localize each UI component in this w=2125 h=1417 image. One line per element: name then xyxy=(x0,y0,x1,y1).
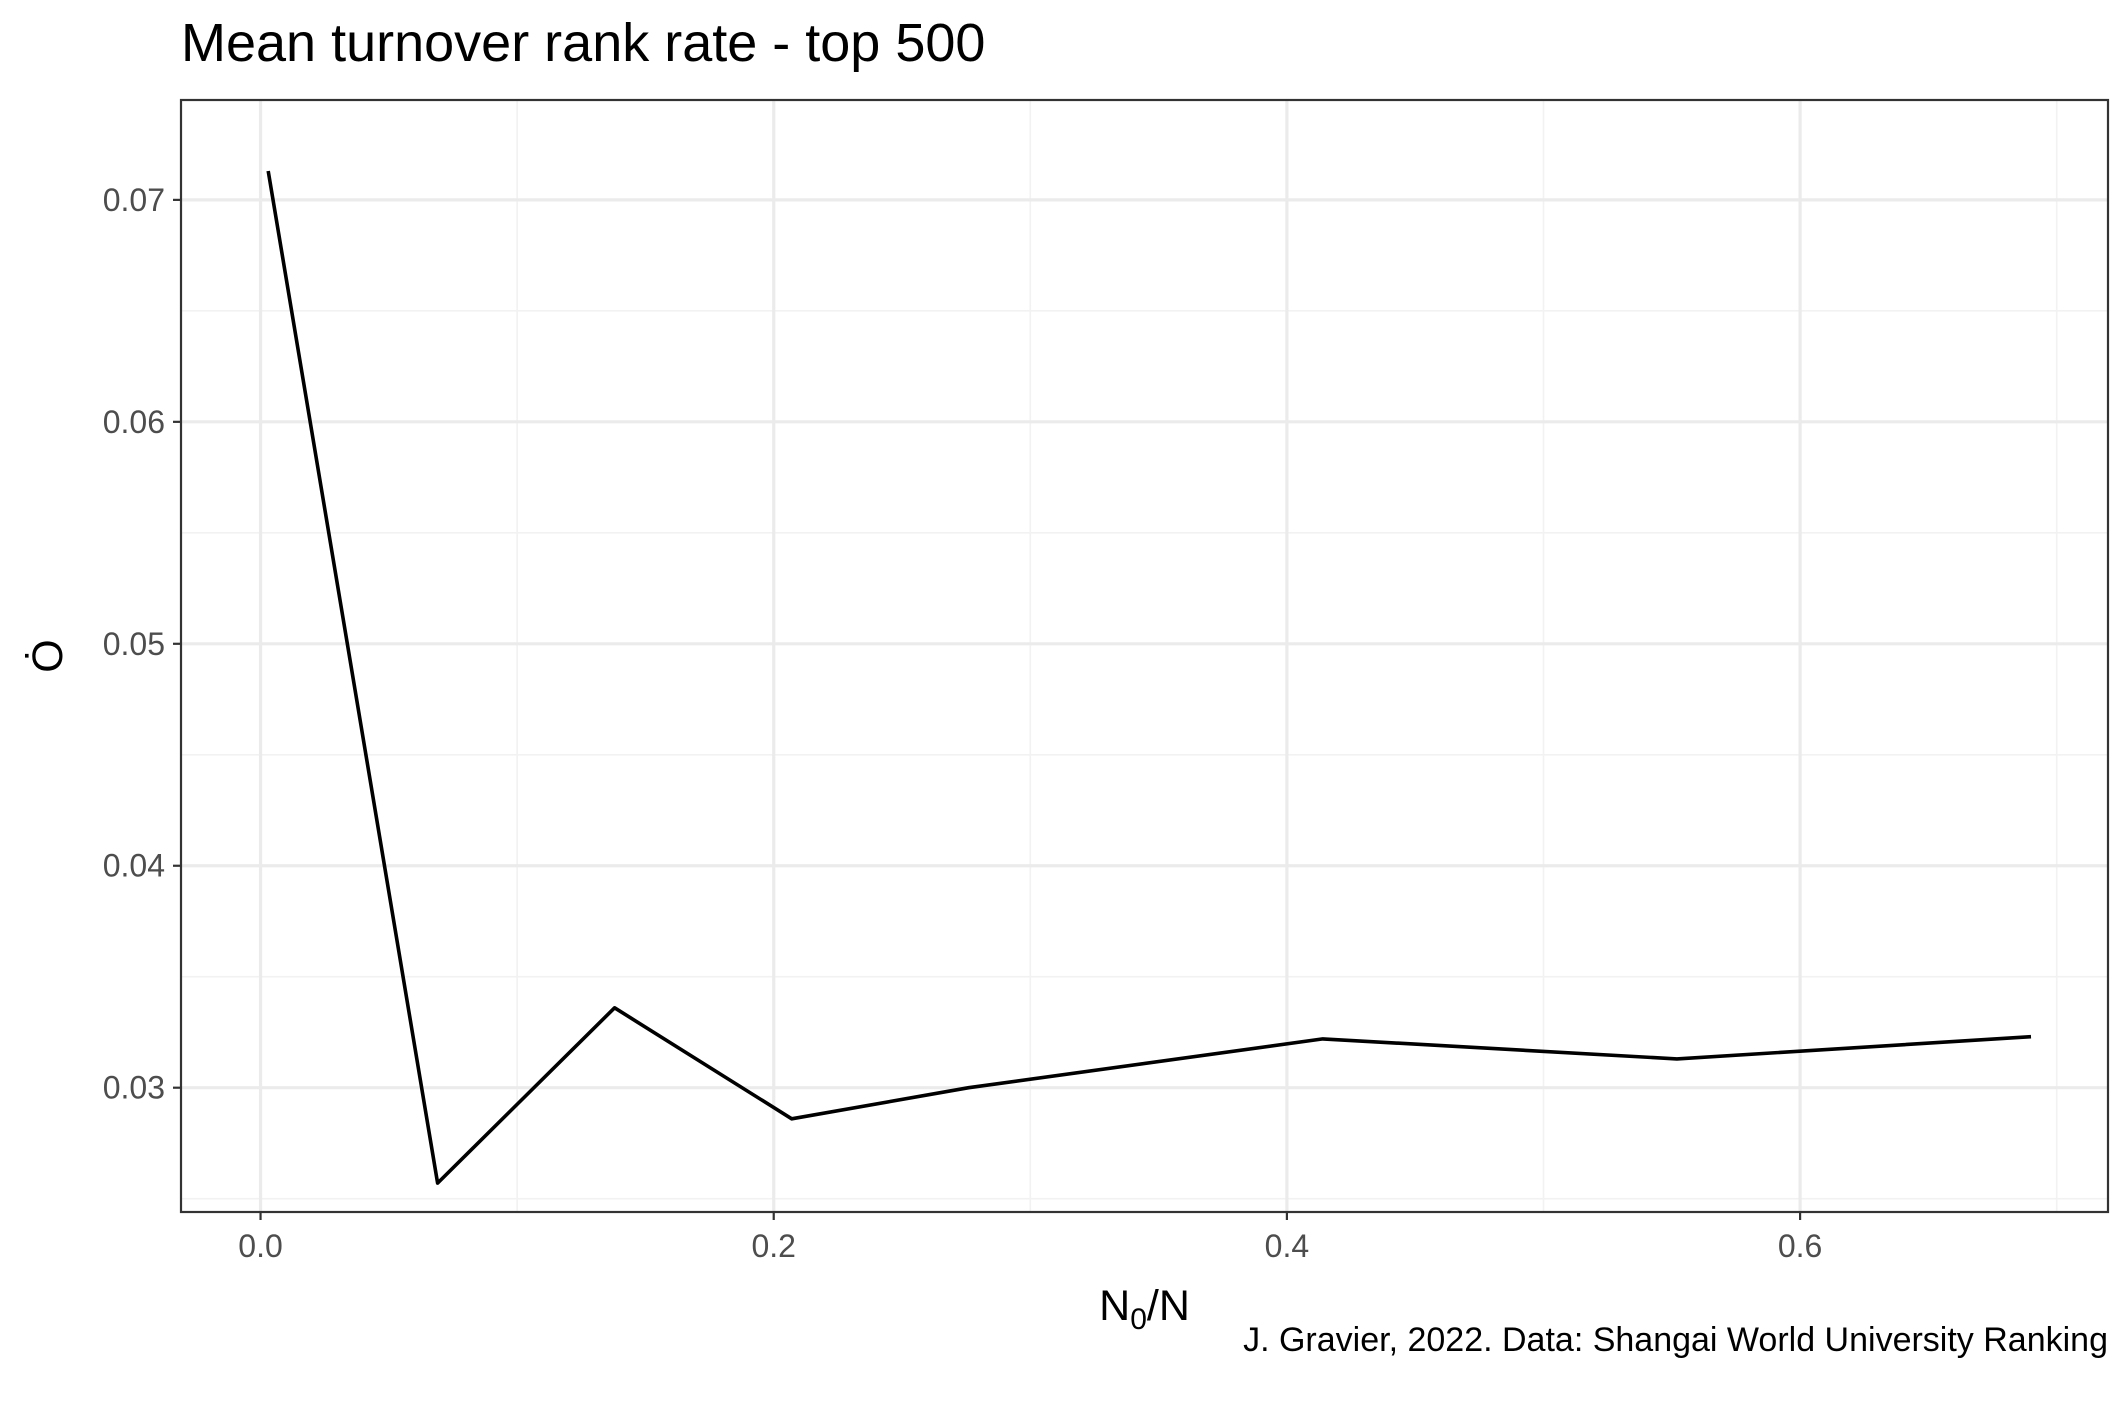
y-tick-label-2: 0.05 xyxy=(103,626,165,662)
series-layer xyxy=(266,170,2032,1185)
x-axis-title: N0/N xyxy=(1099,1282,1190,1336)
axis-ticks: 0.03 0.04 0.05 0.06 0.07 0.0 0.2 0.4 0.6 xyxy=(103,182,1823,1264)
y-tick-label-1: 0.04 xyxy=(103,848,165,884)
chart-title: Mean turnover rank rate - top 500 xyxy=(181,13,985,73)
y-tick-label-4: 0.07 xyxy=(103,182,165,218)
x-tick-label-3: 0.6 xyxy=(1778,1228,1822,1264)
series-line-0 xyxy=(266,170,2032,1185)
plot-panel-border xyxy=(179,98,2110,1214)
y-tick-label-0: 0.03 xyxy=(103,1070,165,1106)
x-axis-title-main: N xyxy=(1099,1282,1130,1330)
x-axis-title-suffix: /N xyxy=(1147,1282,1190,1330)
x-tick-label-0: 0.0 xyxy=(238,1228,282,1264)
y-axis-title-group: Ȯ xyxy=(24,639,72,672)
y-axis-title: Ȯ xyxy=(24,639,72,672)
grid xyxy=(181,100,2108,1212)
y-tick-label-3: 0.06 xyxy=(103,404,165,440)
x-axis-title-subscript: 0 xyxy=(1130,1303,1147,1336)
x-tick-label-1: 0.2 xyxy=(751,1228,795,1264)
x-tick-label-2: 0.4 xyxy=(1265,1228,1309,1264)
chart-caption: J. Gravier, 2022. Data: Shangai World Un… xyxy=(1243,1321,2108,1359)
